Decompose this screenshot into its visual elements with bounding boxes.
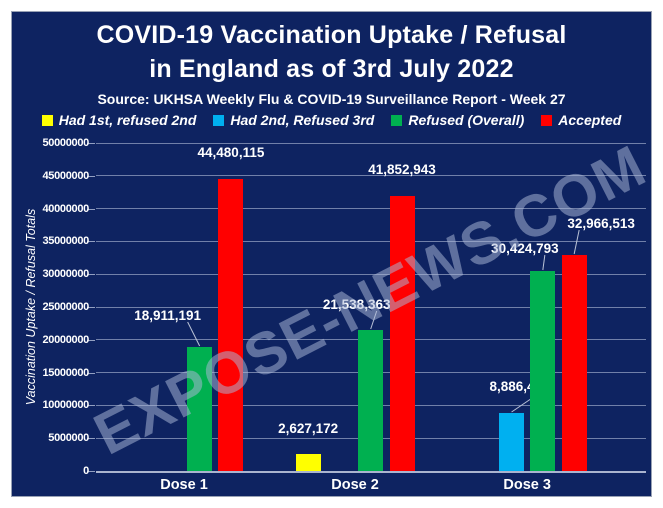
y-axis-tick [87, 307, 95, 308]
bar-value-label: 21,538,363 [322, 297, 391, 312]
y-axis-tick-label: 15000000 [42, 366, 89, 379]
legend-swatch-icon [541, 114, 553, 126]
y-axis-tick-label: 30000000 [42, 268, 89, 281]
y-axis-tick [87, 241, 95, 243]
y-axis-tick [87, 438, 95, 440]
bar-dose3-refused-overall [530, 271, 556, 471]
legend-label: Refused (Overall) [408, 112, 525, 128]
legend-label: Had 2nd, Refused 3rd [230, 112, 375, 128]
y-axis-tick-label: 45000000 [42, 169, 89, 182]
chart-source-subtitle: Source: UKHSA Weekly Flu & COVID-19 Surv… [97, 91, 566, 107]
y-axis-tick [87, 372, 95, 374]
chart-title-line2: in England as of 3rd July 2022 [149, 55, 514, 83]
bar-dose1-accepted [218, 179, 244, 471]
legend-item: Accepted [541, 112, 621, 128]
legend-item: Had 1st, refused 2nd [41, 112, 197, 128]
y-axis-tick-label: 0 [83, 465, 89, 477]
bar-value-label: 41,852,943 [368, 162, 436, 177]
legend-swatch-icon [213, 114, 225, 126]
x-category-label: Dose 2 [331, 477, 379, 493]
bar-dose3-had2nd-refused3rd [499, 413, 525, 471]
gridline [96, 240, 646, 242]
gridline [96, 175, 646, 177]
gridline [96, 306, 646, 308]
plot-area: 2,627,172 8,886,430 18,911,191 21,538,363 30… [96, 142, 646, 473]
gridline [96, 208, 646, 210]
y-axis-tick [87, 175, 95, 177]
y-axis-tick-label: 35000000 [42, 235, 89, 248]
bar-value-label: 32,966,513 [567, 216, 635, 231]
y-axis-tick [87, 339, 95, 341]
legend-swatch-icon [391, 114, 403, 126]
chart-title-line1: COVID-19 Vaccination Uptake / Refusal [96, 21, 567, 49]
bar-dose2-refused-overall [358, 330, 384, 471]
bar-dose1-refused-overall [187, 347, 213, 471]
y-axis-tick [87, 143, 95, 144]
legend-item: Had 2nd, Refused 3rd [213, 112, 374, 128]
y-axis-tick-label: 25000000 [42, 301, 89, 313]
chart-panel: COVID-19 Vaccination Uptake / Refusal in… [11, 11, 652, 497]
y-axis-tick-label: 50000000 [42, 137, 89, 149]
bar-dose2-had1st-refused2nd [295, 454, 321, 471]
x-category-label: Dose 3 [503, 477, 551, 493]
y-axis-tick [87, 274, 95, 276]
y-axis-tick-label: 10000000 [42, 399, 89, 412]
y-axis-tick [87, 471, 95, 472]
bar-value-label: 30,424,793 [491, 241, 559, 256]
bar-value-label: 18,911,191 [134, 308, 202, 323]
y-axis-tick-label: 5000000 [48, 432, 89, 445]
legend-label: Accepted [558, 112, 622, 128]
gridline [96, 273, 646, 275]
bar-dose3-accepted [561, 255, 587, 471]
legend-item: Refused (Overall) [391, 112, 524, 128]
gridline [96, 142, 646, 144]
chart-legend: Had 1st, refused 2nd Had 2nd, Refused 3rd… [12, 112, 651, 128]
y-axis-tick-label: 20000000 [42, 333, 89, 346]
legend-label: Had 1st, refused 2nd [58, 112, 197, 128]
x-category-label: Dose 1 [160, 477, 208, 493]
y-axis-tick-label: 40000000 [42, 202, 89, 215]
y-axis-tick [87, 405, 95, 407]
bar-value-label: 2,627,172 [278, 421, 339, 436]
bar-dose2-accepted [389, 196, 415, 471]
y-axis-tick [87, 208, 95, 210]
legend-swatch-icon [41, 114, 53, 126]
bar-value-label: 44,480,115 [197, 145, 265, 160]
